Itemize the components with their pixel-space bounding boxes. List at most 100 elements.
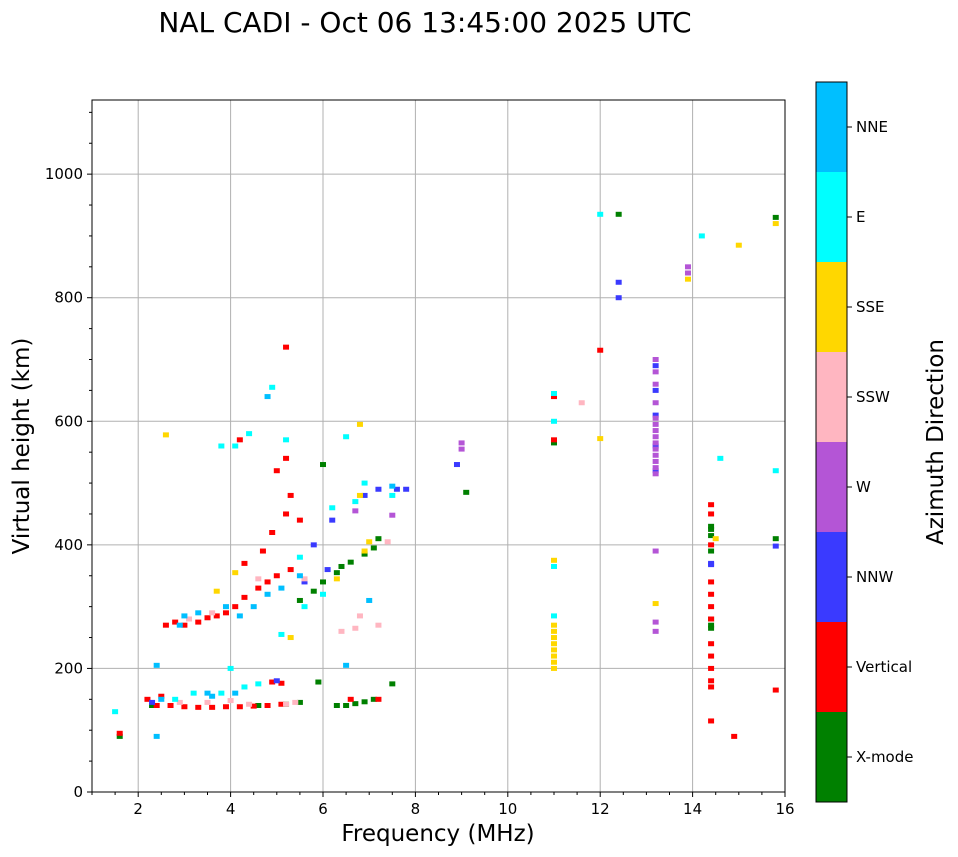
data-point [278,631,285,637]
data-point [222,610,229,616]
data-point [652,434,659,440]
colorbar-label: Vertical [856,658,912,676]
data-point [296,517,303,523]
colorbar-label: E [856,208,865,226]
data-point [578,400,585,406]
data-point [218,690,225,696]
data-point [684,276,691,282]
data-point [717,455,724,461]
data-point [370,545,377,551]
colorbar-segment [816,622,847,712]
data-point [273,468,280,474]
data-point [458,440,465,446]
data-point [712,536,719,542]
data-point [296,597,303,603]
data-point [356,492,363,498]
colorbar-label: SSW [856,388,890,406]
data-point [652,387,659,393]
x-axis-ticks: 2 4 6 8 10 12 14 16 [91,792,795,818]
data-point [310,542,317,548]
data-point [283,701,290,707]
data-point [259,548,266,554]
data-point [652,458,659,464]
colorbar-frame [815,81,848,803]
data-point [458,446,465,452]
data-point [204,690,211,696]
data-point [375,536,382,542]
data-point [652,412,659,418]
data-point [551,394,557,400]
data-point [708,579,715,585]
plot-area [92,100,785,792]
data-point [209,704,216,710]
data-point [190,690,197,696]
data-point [772,468,779,474]
data-point [652,619,659,625]
data-point [296,573,303,579]
data-point [222,704,229,710]
data-point [551,557,557,563]
data-point [652,465,659,471]
data-point [370,696,377,702]
data-point [366,539,373,545]
data-point [551,641,557,647]
data-point [153,662,160,668]
data-point [181,622,188,628]
data-point [338,628,345,634]
data-point [264,394,271,400]
data-point [227,665,234,671]
y-tick-label: 400 [54,536,83,554]
data-point [597,436,604,442]
data-point [195,704,202,710]
data-point [403,486,410,492]
data-point [195,610,202,616]
y-tick-label: 0 [73,783,83,801]
data-point [287,635,294,641]
colorbar-label: NNE [856,118,888,136]
data-point [708,653,715,659]
data-point [708,560,715,566]
data-point [551,647,557,653]
data-point [301,604,308,610]
data-point [301,576,308,582]
data-point [315,679,322,685]
series-sse [162,221,779,671]
x-tick-label: 16 [775,800,794,818]
data-point [232,570,239,576]
colorbar-segment [816,712,847,802]
data-point [320,462,326,468]
data-point [652,443,659,449]
data-point [652,357,659,362]
data-point [652,548,659,554]
data-point [366,597,373,603]
data-point [278,701,285,707]
data-point [384,539,391,545]
data-point [329,505,336,511]
data-point [273,573,280,579]
data-point [652,381,659,387]
data-point [652,363,659,369]
data-point [241,594,248,600]
data-point [772,687,779,693]
data-point [186,616,193,622]
data-point [338,563,345,569]
data-point [615,295,622,301]
data-point [343,434,350,440]
data-point [652,440,659,446]
data-point [772,221,779,227]
data-point [708,622,715,628]
data-point [264,591,271,597]
x-tick-label: 2 [133,800,143,818]
data-point [361,699,368,705]
data-point [347,559,354,565]
data-point [144,696,151,702]
data-point [375,486,382,492]
data-point [176,699,183,705]
data-point [551,437,557,443]
data-point [735,242,742,248]
data-point [551,418,557,424]
data-point [204,615,211,621]
data-point [283,511,290,517]
series-x-mode [116,211,779,739]
data-point [301,579,308,585]
